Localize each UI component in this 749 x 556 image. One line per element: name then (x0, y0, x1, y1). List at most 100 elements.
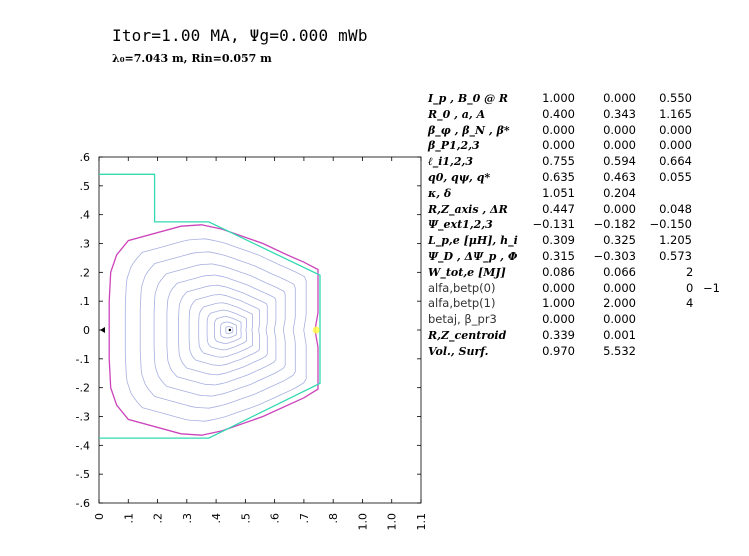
magnetic-axis-marker (228, 328, 232, 332)
param-value: −0.303 (593, 248, 636, 263)
plot-subtitle: λ₀=7.043 m, Rin=0.057 m (112, 52, 272, 65)
y-tick-label: -.6 (76, 497, 90, 510)
y-tick-label: -.1 (76, 353, 90, 366)
param-value: 0.000 (542, 280, 575, 295)
param-row: L_p,e [μH], h_i 0.309 0.325 1.205 (428, 233, 746, 249)
x-tick-label: 1.0 (386, 513, 399, 531)
param-value: 0.594 (603, 154, 636, 169)
x-tick-label: .6 (269, 513, 282, 524)
flux-surface (188, 294, 260, 366)
y-tick-label: -.2 (76, 382, 90, 395)
param-value: 0.000 (659, 138, 692, 153)
param-value: 0 (686, 280, 694, 295)
param-value: 0.400 (542, 106, 575, 121)
flux-surface (139, 251, 296, 409)
y-tick-label: .2 (80, 266, 91, 279)
param-label: β_φ , β_N , β* (428, 123, 510, 137)
plot-frame (98, 156, 422, 504)
param-value: 1.000 (542, 296, 575, 311)
x-tick-label: .7 (298, 513, 311, 524)
param-row: Ψ_D , ΔΨ_p , Φ 0.315 −0.303 0.573 (428, 249, 746, 265)
param-value: −1 (703, 280, 720, 295)
param-value: 0.001 (603, 327, 636, 342)
param-value: 0.204 (603, 185, 636, 200)
param-row: β_φ , β_N , β* 0.000 0.000 0.000 (428, 123, 746, 139)
x-tick-label: 1.1 (415, 513, 428, 531)
param-row: Ψ_ext1,2,3 −0.131 −0.182 −0.150 (428, 217, 746, 233)
param-label: I_p , B_0 @ R (428, 92, 509, 105)
param-label: R,Z_axis , ΔR (428, 202, 508, 216)
param-label: Ψ_ext1,2,3 (428, 218, 493, 232)
param-label: alfa,betp(1) (428, 296, 496, 311)
param-row: I_p , B_0 @ R 1.000 0.000 0.550 (428, 91, 746, 107)
param-value: 4 (686, 296, 694, 311)
param-value: 0.086 (542, 264, 575, 279)
param-row: ℓ_i1,2,3 0.755 0.594 0.664 (428, 154, 746, 170)
param-label: L_p,e [μH], h_i (428, 234, 518, 248)
param-value: 0.315 (542, 248, 575, 263)
param-value: 0.000 (542, 122, 575, 137)
param-value: 0.339 (542, 327, 575, 342)
param-value: 0.066 (603, 264, 636, 279)
param-value: 0.343 (603, 106, 636, 121)
flux-surface (124, 238, 307, 422)
param-value: 0.755 (542, 154, 575, 169)
x-tick-label: .2 (152, 513, 165, 524)
vessel-wall (99, 173, 321, 439)
param-row: β_P1,2,3 0.000 0.000 0.000 (428, 138, 746, 154)
param-label: W_tot,e [MJ] (428, 265, 506, 279)
param-value: 2.000 (603, 296, 636, 311)
param-value: 0.000 (542, 312, 575, 327)
param-label: q0, qψ, q* (428, 170, 491, 184)
param-value: 1.165 (659, 106, 692, 121)
param-value: 0.447 (542, 201, 575, 216)
x-tick-label: .1 (122, 513, 135, 524)
flux-surface (225, 326, 234, 334)
param-row: alfa,betp(0) 0.000 0.000 −1 0 (428, 281, 746, 297)
param-value: 1.000 (542, 91, 575, 105)
param-value: 0.635 (542, 169, 575, 184)
param-row: betaj, β_pr3 0.000 0.000 (428, 312, 746, 328)
parameter-table: I_p , B_0 @ R 1.000 0.000 0.550 R_0 , a, A 0.… (428, 91, 746, 360)
param-label: alfa,betp(0) (428, 280, 496, 295)
x-tick-label: .3 (181, 513, 194, 524)
param-value: 0.000 (603, 91, 636, 105)
flux-surface (153, 263, 286, 397)
param-value: 0.000 (603, 312, 636, 327)
y-tick-label: -.4 (76, 439, 90, 452)
plot-title: Itor=1.00 MA, Ψg=0.000 mWb (112, 26, 368, 45)
flux-surface (206, 309, 247, 351)
param-label: R_0 , a, A (428, 107, 486, 121)
y-tick-label: .6 (80, 151, 91, 164)
y-tick-label: .3 (80, 238, 91, 251)
param-label: κ, δ (428, 186, 452, 200)
param-value: 2 (686, 264, 694, 279)
param-label: Ψ_D , ΔΨ_p , Φ (428, 249, 518, 263)
param-value: 5.532 (603, 343, 636, 358)
flux-surface (214, 316, 242, 344)
param-label: Vol., Surf. (428, 344, 489, 358)
param-value: 1.051 (542, 185, 575, 200)
y-tick-label: -.3 (76, 411, 90, 424)
param-row: R,Z_centroid 0.339 0.001 (428, 328, 746, 344)
y-zero-marker (100, 327, 105, 333)
x-tick-label: .4 (210, 513, 223, 524)
param-row: Vol., Surf. 0.970 5.532 (428, 344, 746, 360)
x-tick-label: 1.0 (356, 513, 369, 531)
y-tick-label: 0 (83, 324, 90, 337)
flux-surface (166, 274, 277, 386)
param-value: 0.055 (659, 169, 692, 184)
flux-surface (178, 284, 268, 376)
param-value: 0.000 (603, 138, 636, 153)
param-value: 0.000 (603, 122, 636, 137)
flux-surface (220, 321, 237, 339)
param-label: R,Z_centroid (428, 328, 507, 342)
param-row: R_0 , a, A 0.400 0.343 1.165 (428, 107, 746, 123)
param-row: W_tot,e [MJ] 0.086 0.066 2 (428, 265, 746, 281)
param-value: 0.550 (659, 91, 692, 105)
param-label: β_P1,2,3 (428, 139, 480, 153)
param-label: ℓ_i1,2,3 (428, 155, 473, 169)
param-row: κ, δ 1.051 0.204 (428, 186, 746, 202)
param-value: 0.048 (659, 201, 692, 216)
param-value: 1.205 (659, 233, 692, 248)
